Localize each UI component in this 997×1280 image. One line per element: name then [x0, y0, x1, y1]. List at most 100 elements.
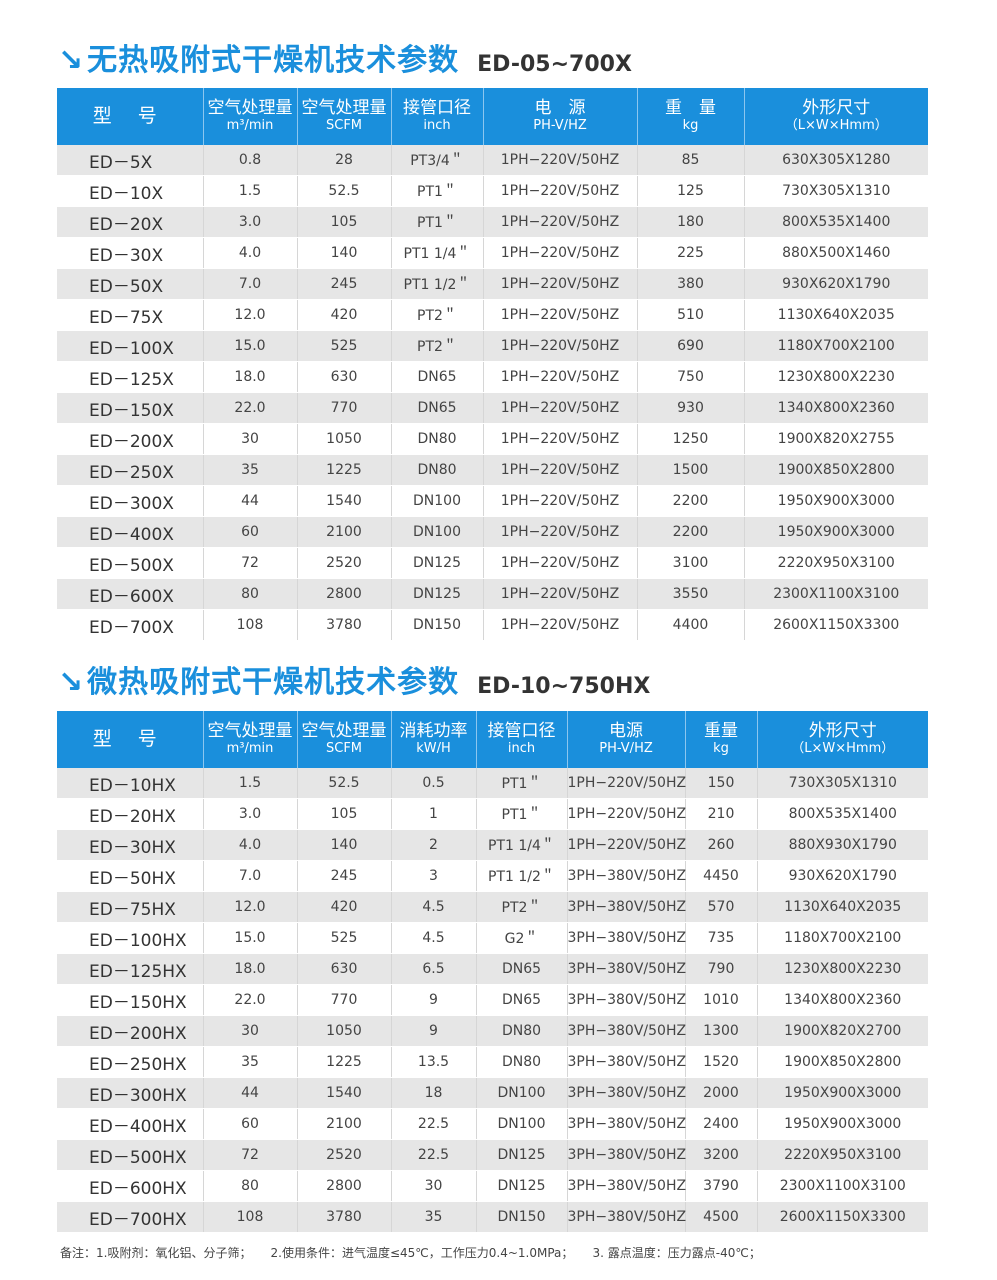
- header-unit: kg: [713, 740, 729, 756]
- table-cell: 3100: [637, 547, 745, 579]
- header-label: 外形尺寸: [802, 98, 871, 119]
- table-cell: DN150: [391, 609, 484, 641]
- table-cell: 3PH−380V/50HZ: [567, 860, 686, 892]
- table-cell: 7.0: [203, 268, 298, 300]
- table-row: ED－125HX 18.0 630 6.5 DN65 3PH−380V/50HZ 790 12…: [57, 953, 928, 985]
- table-cell: 1180X700X2100: [744, 330, 928, 362]
- header-unit: SCFM: [325, 740, 363, 756]
- table-cell: DN125: [391, 547, 484, 579]
- table-cell: 3PH−380V/50HZ: [567, 984, 686, 1016]
- table-cell: 2520: [297, 1139, 392, 1171]
- table-cell: 1PH−220V/50HZ: [483, 237, 638, 269]
- header-label: 型 号: [92, 104, 167, 127]
- table-cell: 800X535X1400: [744, 206, 928, 238]
- table-cell: 1540: [297, 1077, 392, 1109]
- table-cell: 30: [391, 1170, 477, 1202]
- table-cell: 735: [685, 922, 758, 954]
- table-cell: 3780: [297, 609, 392, 641]
- table-cell: 1130X640X2035: [744, 299, 928, 331]
- table-cell: 3PH−380V/50HZ: [567, 1015, 686, 1047]
- table-cell: 2300X1100X3100: [744, 578, 928, 610]
- table-cell: 2800: [297, 578, 392, 610]
- table-cell: DN100: [476, 1108, 568, 1140]
- table-cell: DN80: [391, 454, 484, 486]
- table-row: ED－20HX 3.0 105 1 PT1＂ 1PH−220V/50HZ 210 800X53…: [57, 798, 928, 830]
- header-label: 电 源: [534, 98, 586, 119]
- table-cell: 3.0: [203, 798, 298, 830]
- model-cell: ED－10X: [57, 175, 204, 207]
- table-cell: 930X620X1790: [757, 860, 928, 892]
- table-row: ED－200HX 30 1050 9 DN80 3PH−380V/50HZ 1300 1900…: [57, 1015, 928, 1047]
- table-cell: 35: [391, 1201, 477, 1233]
- header-label: 外形尺寸: [808, 721, 877, 742]
- table-cell: 770: [297, 392, 392, 424]
- header-label: 电源: [609, 721, 643, 742]
- table-cell: 4.5: [391, 922, 477, 954]
- model-cell: ED－100X: [57, 330, 204, 362]
- table-cell: 1050: [297, 1015, 392, 1047]
- table-cell: 3PH−380V/50HZ: [567, 891, 686, 923]
- table-cell: 1PH−220V/50HZ: [483, 454, 638, 486]
- table-cell: 1950X900X3000: [757, 1077, 928, 1109]
- table-cell: 140: [297, 829, 392, 861]
- table-cell: 630: [297, 953, 392, 985]
- table-cell: 880X500X1460: [744, 237, 928, 269]
- table-cell: DN80: [476, 1015, 568, 1047]
- table-cell: 35: [203, 454, 298, 486]
- header-label: 重 量: [665, 98, 716, 119]
- table-cell: 125: [637, 175, 745, 207]
- table-cell: DN125: [391, 578, 484, 610]
- table-cell: 1540: [297, 485, 392, 517]
- table-cell: 60: [203, 516, 298, 548]
- table-cell: 1340X800X2360: [757, 984, 928, 1016]
- table-cell: 140: [297, 237, 392, 269]
- table-cell: 2400: [685, 1108, 758, 1140]
- table-row: ED－5X 0.8 28 PT3/4＂ 1PH−220V/50HZ 85 630X305X1…: [57, 145, 928, 176]
- table-row: ED－10X 1.5 52.5 PT1＂ 1PH−220V/50HZ 125 730X305…: [57, 175, 928, 207]
- table-cell: 2600X1150X3300: [757, 1201, 928, 1233]
- table-cell: 1PH−220V/50HZ: [567, 798, 686, 830]
- table-cell: 22.0: [203, 392, 298, 424]
- table-row: ED－75X 12.0 420 PT2＂ 1PH−220V/50HZ 510 1130X64…: [57, 299, 928, 331]
- table-cell: 44: [203, 1077, 298, 1109]
- column-header: 重 量 kg: [637, 88, 745, 145]
- table-cell: 1340X800X2360: [744, 392, 928, 424]
- table-cell: 3780: [297, 1201, 392, 1233]
- table-cell: 108: [203, 1201, 298, 1233]
- table-row: ED－300HX 44 1540 18 DN100 3PH−380V/50HZ 2000 19…: [57, 1077, 928, 1109]
- table-cell: PT1＂: [391, 175, 484, 207]
- table-cell: 1180X700X2100: [757, 922, 928, 954]
- table-cell: 85: [637, 145, 745, 176]
- header-unit: SCFM: [325, 117, 363, 133]
- table-cell: 3PH−380V/50HZ: [567, 1046, 686, 1078]
- table-row: ED－600X 80 2800 DN125 1PH−220V/50HZ 3550 2300X…: [57, 578, 928, 610]
- table-cell: 3PH−380V/50HZ: [567, 1139, 686, 1171]
- table-cell: 245: [297, 860, 392, 892]
- model-cell: ED－30HX: [57, 829, 204, 861]
- model-cell: ED－30X: [57, 237, 204, 269]
- table-cell: 2000: [685, 1077, 758, 1109]
- table-cell: 72: [203, 1139, 298, 1171]
- table-cell: 1300: [685, 1015, 758, 1047]
- table-cell: 4.0: [203, 829, 298, 861]
- table-cell: 1130X640X2035: [757, 891, 928, 923]
- table-row: ED－250X 35 1225 DN80 1PH−220V/50HZ 1500 1900X8…: [57, 454, 928, 486]
- model-cell: ED－75HX: [57, 891, 204, 923]
- table-cell: 105: [297, 206, 392, 238]
- table-cell: 15.0: [203, 330, 298, 362]
- table-cell: 4450: [685, 860, 758, 892]
- table-cell: DN125: [476, 1170, 568, 1202]
- model-cell: ED－300X: [57, 485, 204, 517]
- header-unit: PH-V/HZ: [599, 740, 653, 756]
- header-unit: PH-V/HZ: [533, 117, 587, 133]
- table-cell: 108: [203, 609, 298, 641]
- model-cell: ED－300HX: [57, 1077, 204, 1109]
- table-cell: 3790: [685, 1170, 758, 1202]
- table-cell: 420: [297, 299, 392, 331]
- model-cell: ED－20X: [57, 206, 204, 238]
- table-cell: 105: [297, 798, 392, 830]
- table-cell: 18.0: [203, 953, 298, 985]
- table-row: ED－250HX 35 1225 13.5 DN80 3PH−380V/50HZ 1520 1…: [57, 1046, 928, 1078]
- table-cell: DN100: [476, 1077, 568, 1109]
- column-header: 接管口径 inch: [476, 711, 568, 768]
